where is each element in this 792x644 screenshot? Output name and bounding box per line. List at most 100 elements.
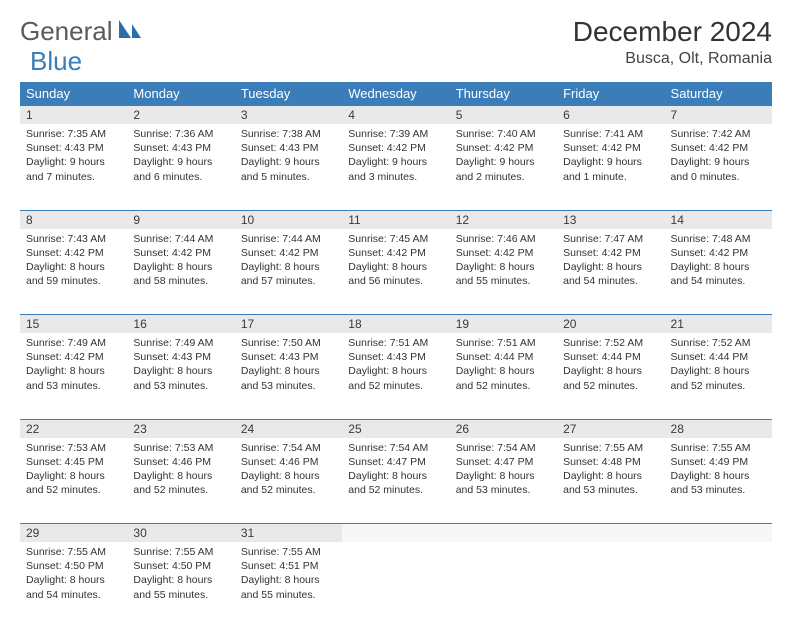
day-number-cell: 16: [127, 315, 234, 334]
day-content-cell: Sunrise: 7:52 AMSunset: 4:44 PMDaylight:…: [665, 333, 772, 419]
sunrise-text: Sunrise: 7:48 AM: [671, 232, 766, 246]
day-content-cell: [342, 542, 449, 628]
day-number-cell: [557, 524, 664, 543]
daylight-text: Daylight: 8 hours and 52 minutes.: [456, 364, 551, 392]
sunset-text: Sunset: 4:46 PM: [133, 455, 228, 469]
title-block: December 2024 Busca, Olt, Romania: [573, 16, 772, 68]
daylight-text: Daylight: 8 hours and 54 minutes.: [671, 260, 766, 288]
sunrise-text: Sunrise: 7:44 AM: [241, 232, 336, 246]
sunset-text: Sunset: 4:43 PM: [26, 141, 121, 155]
day-content-cell: Sunrise: 7:45 AMSunset: 4:42 PMDaylight:…: [342, 229, 449, 315]
weekday-header: Saturday: [665, 82, 772, 106]
day-content-cell: Sunrise: 7:35 AMSunset: 4:43 PMDaylight:…: [20, 124, 127, 210]
sunrise-text: Sunrise: 7:55 AM: [241, 545, 336, 559]
sunrise-text: Sunrise: 7:35 AM: [26, 127, 121, 141]
sunrise-text: Sunrise: 7:39 AM: [348, 127, 443, 141]
content-row: Sunrise: 7:49 AMSunset: 4:42 PMDaylight:…: [20, 333, 772, 419]
daylight-text: Daylight: 8 hours and 59 minutes.: [26, 260, 121, 288]
day-content-cell: Sunrise: 7:48 AMSunset: 4:42 PMDaylight:…: [665, 229, 772, 315]
sunset-text: Sunset: 4:43 PM: [348, 350, 443, 364]
day-content-cell: Sunrise: 7:52 AMSunset: 4:44 PMDaylight:…: [557, 333, 664, 419]
sunrise-text: Sunrise: 7:40 AM: [456, 127, 551, 141]
daylight-text: Daylight: 8 hours and 55 minutes.: [133, 573, 228, 601]
day-content-cell: [557, 542, 664, 628]
day-content-cell: Sunrise: 7:49 AMSunset: 4:43 PMDaylight:…: [127, 333, 234, 419]
daynum-row: 22232425262728: [20, 419, 772, 438]
day-number-cell: 27: [557, 419, 664, 438]
daylight-text: Daylight: 8 hours and 52 minutes.: [348, 364, 443, 392]
daylight-text: Daylight: 8 hours and 52 minutes.: [348, 469, 443, 497]
sunset-text: Sunset: 4:42 PM: [26, 246, 121, 260]
sunset-text: Sunset: 4:48 PM: [563, 455, 658, 469]
sunrise-text: Sunrise: 7:54 AM: [348, 441, 443, 455]
day-number-cell: 22: [20, 419, 127, 438]
day-number-cell: 9: [127, 210, 234, 229]
daylight-text: Daylight: 8 hours and 54 minutes.: [563, 260, 658, 288]
day-content-cell: Sunrise: 7:54 AMSunset: 4:46 PMDaylight:…: [235, 438, 342, 524]
sunrise-text: Sunrise: 7:49 AM: [26, 336, 121, 350]
daylight-text: Daylight: 8 hours and 53 minutes.: [671, 469, 766, 497]
daylight-text: Daylight: 8 hours and 53 minutes.: [563, 469, 658, 497]
day-number-cell: 13: [557, 210, 664, 229]
sunrise-text: Sunrise: 7:49 AM: [133, 336, 228, 350]
sunset-text: Sunset: 4:45 PM: [26, 455, 121, 469]
daylight-text: Daylight: 8 hours and 52 minutes.: [671, 364, 766, 392]
header: General December 2024 Busca, Olt, Romani…: [20, 16, 772, 68]
sunrise-text: Sunrise: 7:55 AM: [671, 441, 766, 455]
day-content-cell: Sunrise: 7:40 AMSunset: 4:42 PMDaylight:…: [450, 124, 557, 210]
sunset-text: Sunset: 4:42 PM: [456, 246, 551, 260]
weekday-header: Monday: [127, 82, 234, 106]
day-number-cell: 12: [450, 210, 557, 229]
sunset-text: Sunset: 4:42 PM: [563, 141, 658, 155]
daylight-text: Daylight: 8 hours and 52 minutes.: [26, 469, 121, 497]
sunrise-text: Sunrise: 7:53 AM: [133, 441, 228, 455]
daylight-text: Daylight: 8 hours and 57 minutes.: [241, 260, 336, 288]
day-number-cell: 7: [665, 106, 772, 125]
sunset-text: Sunset: 4:42 PM: [563, 246, 658, 260]
sunrise-text: Sunrise: 7:36 AM: [133, 127, 228, 141]
daylight-text: Daylight: 8 hours and 56 minutes.: [348, 260, 443, 288]
sunset-text: Sunset: 4:42 PM: [348, 141, 443, 155]
sunset-text: Sunset: 4:42 PM: [26, 350, 121, 364]
day-number-cell: [342, 524, 449, 543]
weekday-header: Sunday: [20, 82, 127, 106]
location: Busca, Olt, Romania: [573, 50, 772, 68]
sunset-text: Sunset: 4:43 PM: [133, 350, 228, 364]
sunset-text: Sunset: 4:51 PM: [241, 559, 336, 573]
sunset-text: Sunset: 4:43 PM: [241, 141, 336, 155]
sunset-text: Sunset: 4:50 PM: [26, 559, 121, 573]
day-number-cell: 17: [235, 315, 342, 334]
day-number-cell: 4: [342, 106, 449, 125]
day-content-cell: Sunrise: 7:39 AMSunset: 4:42 PMDaylight:…: [342, 124, 449, 210]
daylight-text: Daylight: 8 hours and 53 minutes.: [133, 364, 228, 392]
day-content-cell: Sunrise: 7:47 AMSunset: 4:42 PMDaylight:…: [557, 229, 664, 315]
daylight-text: Daylight: 8 hours and 53 minutes.: [456, 469, 551, 497]
day-number-cell: 11: [342, 210, 449, 229]
day-number-cell: 6: [557, 106, 664, 125]
sunset-text: Sunset: 4:42 PM: [241, 246, 336, 260]
day-content-cell: Sunrise: 7:38 AMSunset: 4:43 PMDaylight:…: [235, 124, 342, 210]
day-content-cell: Sunrise: 7:42 AMSunset: 4:42 PMDaylight:…: [665, 124, 772, 210]
day-content-cell: Sunrise: 7:55 AMSunset: 4:50 PMDaylight:…: [20, 542, 127, 628]
daylight-text: Daylight: 8 hours and 52 minutes.: [563, 364, 658, 392]
calendar-body: 1234567Sunrise: 7:35 AMSunset: 4:43 PMDa…: [20, 106, 772, 629]
sunset-text: Sunset: 4:42 PM: [671, 141, 766, 155]
sunrise-text: Sunrise: 7:43 AM: [26, 232, 121, 246]
day-number-cell: 15: [20, 315, 127, 334]
day-number-cell: 24: [235, 419, 342, 438]
day-content-cell: Sunrise: 7:55 AMSunset: 4:48 PMDaylight:…: [557, 438, 664, 524]
sunset-text: Sunset: 4:47 PM: [348, 455, 443, 469]
sunset-text: Sunset: 4:42 PM: [671, 246, 766, 260]
sunset-text: Sunset: 4:42 PM: [456, 141, 551, 155]
day-number-cell: 8: [20, 210, 127, 229]
day-number-cell: [450, 524, 557, 543]
day-content-cell: Sunrise: 7:55 AMSunset: 4:49 PMDaylight:…: [665, 438, 772, 524]
day-number-cell: 10: [235, 210, 342, 229]
sunrise-text: Sunrise: 7:41 AM: [563, 127, 658, 141]
day-content-cell: Sunrise: 7:46 AMSunset: 4:42 PMDaylight:…: [450, 229, 557, 315]
sunrise-text: Sunrise: 7:50 AM: [241, 336, 336, 350]
sunset-text: Sunset: 4:43 PM: [133, 141, 228, 155]
logo: General: [20, 16, 143, 47]
sunrise-text: Sunrise: 7:47 AM: [563, 232, 658, 246]
daylight-text: Daylight: 8 hours and 55 minutes.: [456, 260, 551, 288]
